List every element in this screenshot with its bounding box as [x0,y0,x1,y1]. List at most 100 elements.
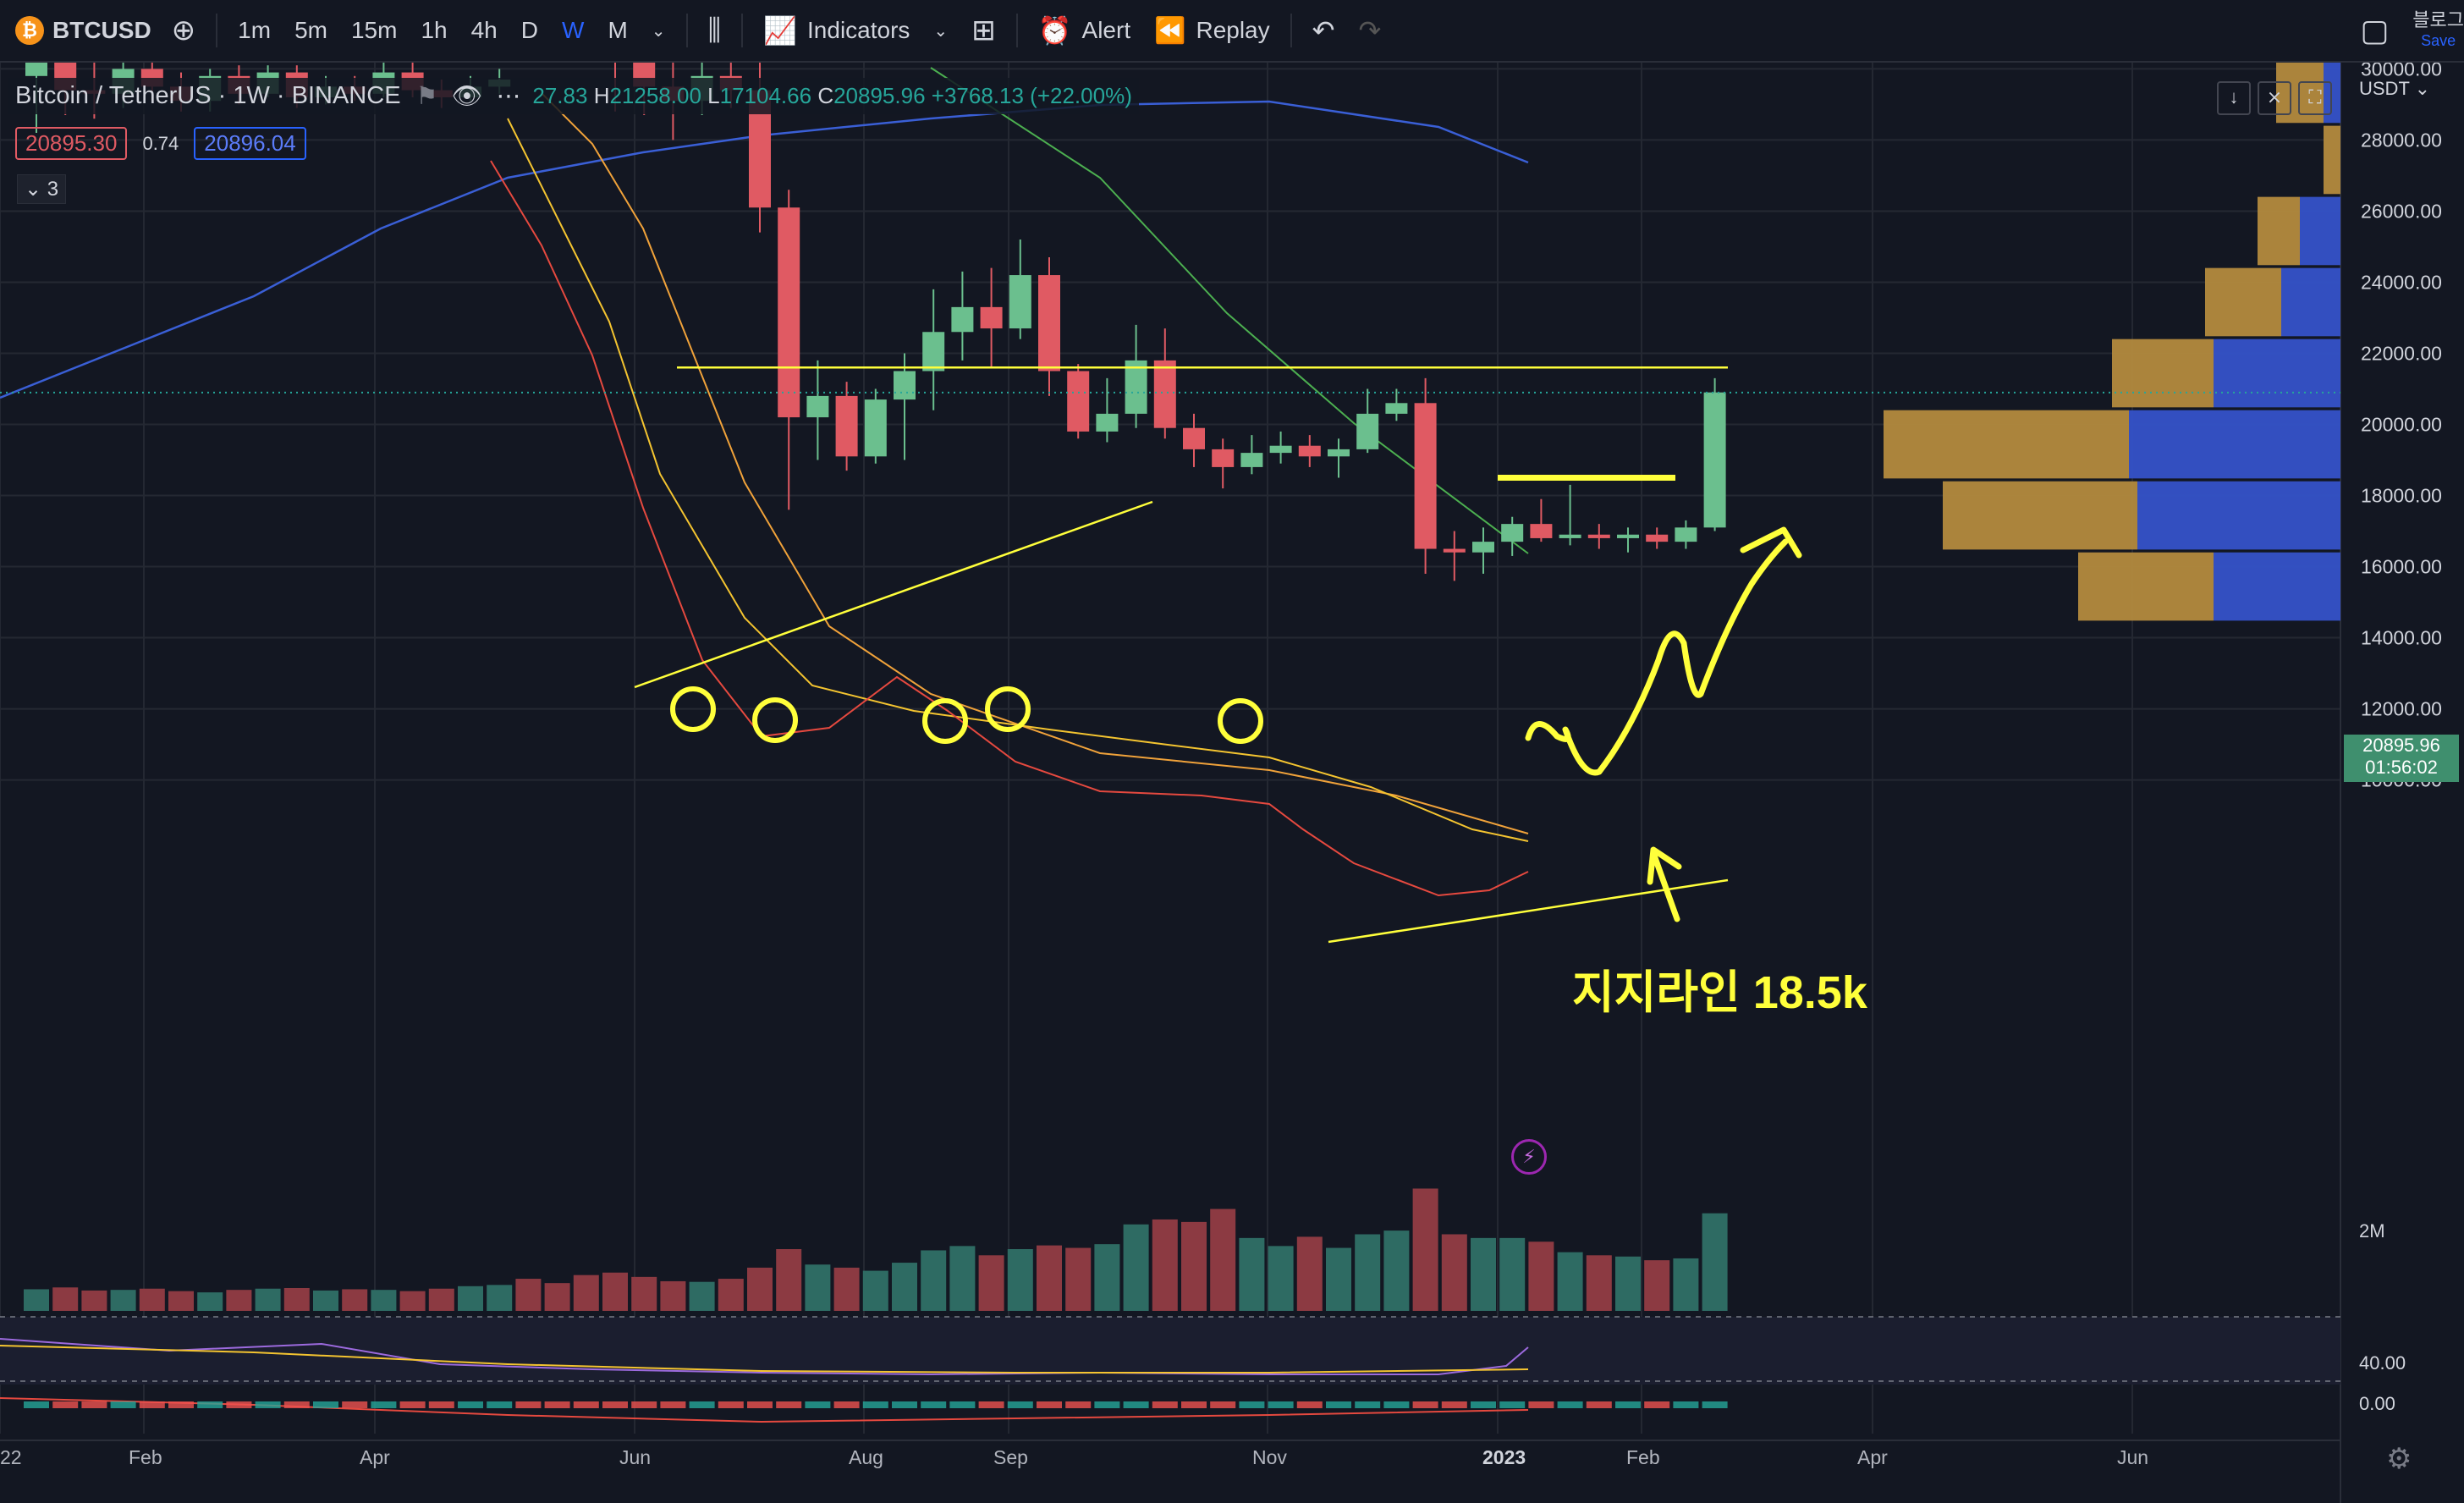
volume-bar [1471,1237,1496,1311]
osc-histogram-bar [1528,1401,1554,1408]
user-label: 블로그 [2412,9,2464,30]
undo-icon[interactable]: ↶ [1312,15,1335,46]
touch-circle [1218,698,1263,744]
templates-icon[interactable]: ⊞ [971,14,996,47]
candle-body [1212,449,1235,467]
osc-histogram-bar [168,1401,194,1408]
top-toolbar: ₿ BTCUSD ⊕ 1m 5m 15m 1h 4h D W M ⌄ ⫼ 📈 I… [0,0,2464,63]
bid-price[interactable]: 20895.30 [15,127,128,160]
support-annotation: 지지라인 18.5k [1572,967,1867,1018]
tf-15m[interactable]: 15m [350,17,398,43]
osc-histogram-bar [1296,1401,1323,1408]
osc-axis-label-0: 0.00 [2359,1393,2395,1414]
gear-icon[interactable]: ⚙ [2386,1443,2412,1475]
trendline-lower [1328,878,1729,944]
user-menu[interactable]: 블로그 Save [2401,0,2464,61]
currency-label: USDT [2359,78,2410,99]
candle-body [1559,534,1581,538]
price-axis[interactable]: 10000.0012000.0014000.0016000.0018000.00… [2361,63,2442,791]
candles [0,63,2340,581]
tf-1h[interactable]: 1h [421,17,448,43]
osc-histogram-bar [660,1401,686,1408]
candle-body [1183,427,1205,449]
divider [1015,14,1018,47]
chevron-down-icon[interactable]: ⌄ [651,21,666,41]
divider [741,14,744,47]
volume-bar [544,1283,570,1311]
user-drawings[interactable] [634,366,1802,944]
volume-bar [1702,1213,1728,1311]
osc-histogram-bar [892,1401,917,1408]
collapse-count: 3 [47,178,59,201]
osc-histogram-bar [342,1401,368,1408]
volume-profile-down [2078,552,2214,621]
candle-style-icon[interactable]: ⫼ [707,14,722,47]
osc-histogram-bar [776,1401,802,1408]
symbol-name[interactable]: BTCUSD [52,17,151,43]
osc-histogram-bar [1065,1401,1092,1408]
volume-bar [226,1290,252,1311]
more-icon[interactable]: ⋯ [496,83,521,110]
ma-orange-slow [541,92,1529,834]
candle-body [1153,360,1176,428]
time-axis[interactable]: 22 Feb Apr Jun Aug Sep Nov 2023 Feb Apr Jun [0,1446,2148,1468]
ask-price[interactable]: 20896.04 [194,127,306,160]
replay-button[interactable]: ⏪ Replay [1142,0,1282,61]
candle-body [1703,392,1726,528]
eye-icon[interactable]: 👁 [451,82,483,110]
volume-profile-down [2112,339,2214,408]
chevron-down-icon[interactable]: ⌄ [933,21,949,41]
volume-bar [660,1280,686,1311]
tf-1m[interactable]: 1m [238,17,272,43]
volume-profile-up [2324,63,2340,124]
volume-bar [1326,1247,1351,1311]
osc-line-purple [0,1338,1529,1376]
indicators-icon: 📈 [763,15,798,46]
ma-blue [0,100,1529,399]
alert-button[interactable]: ⏰ Alert [1026,0,1142,61]
maximize-icon[interactable]: ⛶ [2298,81,2332,115]
volume-bar [747,1267,773,1311]
lightning-icon[interactable]: ⚡ [1511,1139,1547,1175]
tf-4h[interactable]: 4h [470,17,498,43]
volume-bar [862,1270,888,1311]
collapse-icon[interactable]: ⨯ [2258,81,2291,115]
osc-histogram-bar [1702,1401,1728,1408]
tf-5m[interactable]: 5m [294,17,327,43]
currency-selector[interactable]: USDT ⌄ [2359,78,2431,99]
indicators-button[interactable]: 📈 Indicators [751,0,921,61]
tf-d[interactable]: D [520,17,538,43]
osc-histogram-bar [283,1401,310,1408]
osc-histogram-bar [399,1401,426,1408]
bitcoin-logo-icon: ₿ [15,16,44,45]
candle-body [1472,542,1494,553]
tf-w[interactable]: W [562,17,585,43]
candle-body [778,207,800,418]
candle-body [1356,413,1379,449]
osc-histogram-bar [371,1401,397,1408]
replay-label: Replay [1196,17,1270,43]
candle-body [1038,275,1060,372]
tf-m[interactable]: M [608,17,628,43]
time-tick-label: Apr [360,1446,390,1468]
candle-body [1269,445,1292,454]
redo-icon[interactable]: ↷ [1358,15,1382,46]
moving-averages [0,67,1529,897]
volume-bar [1152,1219,1178,1311]
osc-histogram-bar [602,1401,628,1408]
osc-line-yellow [0,1345,1529,1374]
flag-icon[interactable]: ⚑ [415,83,438,110]
candle-body [1587,534,1610,538]
osc-histogram-bar [1355,1401,1381,1408]
osc-histogram-bar [1210,1401,1236,1408]
volume-bar [573,1275,599,1311]
fullscreen-icon[interactable]: ▢ [2360,13,2390,47]
rewind-icon: ⏪ [1154,16,1186,45]
indicator-collapse[interactable]: ⌄ 3 [17,174,67,204]
arrow-down-icon[interactable]: ↓ [2217,81,2251,115]
divider [216,14,218,47]
spread-value: 0.74 [142,132,179,154]
add-symbol-icon[interactable]: ⊕ [171,14,196,47]
candle-body [1067,371,1090,432]
price-chart[interactable]: 10000.0012000.0014000.0016000.0018000.00… [0,63,2464,1503]
